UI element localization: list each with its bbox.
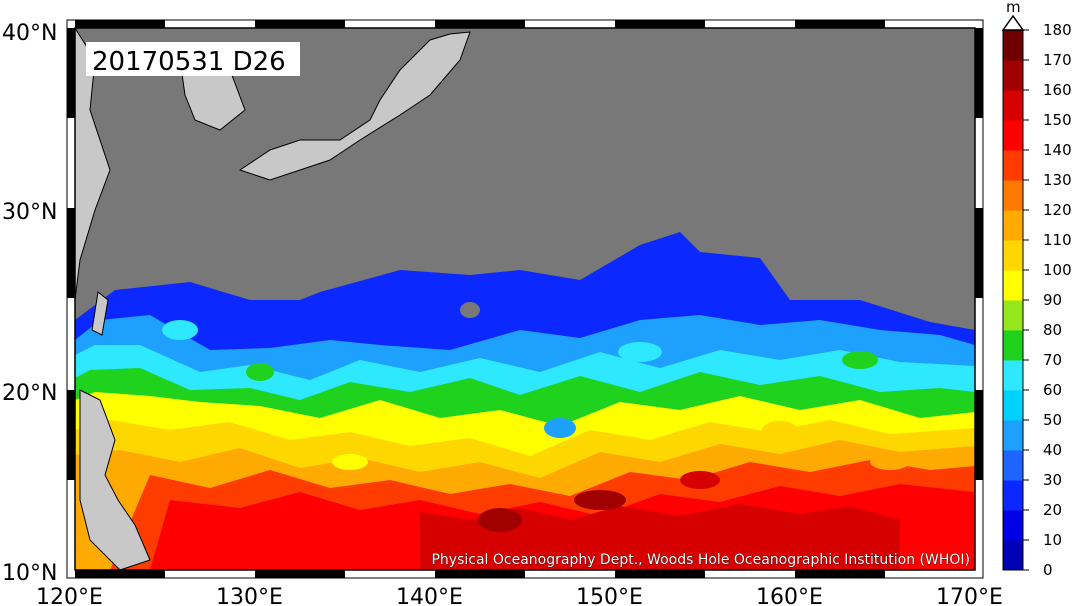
colorbar-cell — [1003, 120, 1023, 151]
colorbar-cell — [1003, 30, 1023, 61]
lat-label-10: 10°N — [2, 561, 57, 586]
colorbar-tick-label: 10 — [1043, 531, 1062, 549]
blob — [842, 351, 878, 369]
colorbar-unit: m — [1006, 0, 1021, 16]
land-taiwan — [91, 291, 109, 336]
land-japan — [238, 31, 471, 181]
colorbar — [1002, 29, 1024, 571]
colorbar-cell — [1003, 540, 1023, 571]
colorbar-tick-label: 60 — [1043, 381, 1062, 399]
colorbar-cell — [1003, 360, 1023, 391]
lon-label-170: 170°E — [936, 585, 1003, 606]
colorbar-cell — [1003, 510, 1023, 541]
outer-frame — [66, 19, 984, 579]
blob — [478, 508, 522, 532]
colorbar-tick-label: 0 — [1043, 561, 1053, 579]
colorbar-tick-label: 100 — [1043, 261, 1072, 279]
colorbar-arrow — [1001, 14, 1025, 31]
colorbar-tick-label: 170 — [1043, 51, 1072, 69]
colorbar-tick-label: 20 — [1043, 501, 1062, 519]
blob — [544, 418, 576, 438]
lon-border-ticks — [75, 20, 885, 578]
blob — [870, 454, 910, 470]
lat-label-30: 30°N — [2, 200, 57, 225]
blob — [762, 421, 798, 439]
land — [75, 28, 471, 570]
colorbar-tick-label: 150 — [1043, 111, 1072, 129]
colorbar-cell — [1003, 270, 1023, 301]
colorbar-cell — [1003, 60, 1023, 91]
colorbar-tick-label: 70 — [1043, 351, 1062, 369]
colorbar-tick-label: 130 — [1043, 171, 1072, 189]
colorbar-cell — [1003, 450, 1023, 481]
blob — [332, 454, 368, 470]
colorbar-tick-label: 180 — [1043, 21, 1072, 39]
lon-label-160: 160°E — [756, 585, 823, 606]
colorbar-cell — [1003, 90, 1023, 121]
colorbar-tick-label: 110 — [1043, 231, 1072, 249]
blob — [246, 363, 274, 381]
colorbar-cell — [1003, 480, 1023, 511]
lon-labels: 120°E 130°E 140°E 150°E 160°E 170°E — [36, 585, 1003, 606]
colorbar-cell — [1003, 180, 1023, 211]
colorbar-tick-label: 30 — [1043, 471, 1062, 489]
colorbar-cell — [1003, 330, 1023, 361]
colorbar-cell — [1003, 300, 1023, 331]
colorbar-tick-label: 90 — [1043, 291, 1062, 309]
date-stamp-box — [86, 42, 300, 76]
land-philippines — [79, 389, 151, 570]
colorbar-tick-label: 120 — [1043, 201, 1072, 219]
blob — [680, 471, 720, 489]
lat-labels: 40°N 30°N 20°N 10°N — [2, 21, 57, 586]
colorbar-cell — [1003, 210, 1023, 241]
lon-label-120: 120°E — [36, 585, 103, 606]
lon-label-140: 140°E — [396, 585, 463, 606]
colorbar-cell — [1003, 150, 1023, 181]
date-stamp: 20170531 D26 — [86, 42, 300, 77]
blob — [460, 302, 480, 318]
lon-label-130: 130°E — [216, 585, 283, 606]
band-dark-red-160 — [420, 504, 900, 570]
colorbar-tick-label: 140 — [1043, 141, 1072, 159]
blob — [574, 490, 626, 510]
lat-border-ticks — [67, 28, 983, 480]
credit-text: Physical Oceanography Dept., Woods Hole … — [431, 552, 970, 568]
colorbar-tick-label: 160 — [1043, 81, 1072, 99]
colorbar-tick-label: 40 — [1043, 441, 1062, 459]
blob — [162, 320, 198, 340]
d26-field — [75, 232, 975, 570]
colorbar-cell — [1003, 420, 1023, 451]
colorbar-tick-label: 50 — [1043, 411, 1062, 429]
blob — [618, 342, 662, 362]
colorbar-cell — [1003, 240, 1023, 271]
date-stamp-text: 20170531 D26 — [92, 47, 286, 77]
map-panel — [75, 28, 975, 570]
colorbar-ticks: 0 10 20 30 40 50 60 70 80 90 100 110 120 130 140 150 160… — [1023, 21, 1072, 579]
colorbar-cell — [1003, 390, 1023, 421]
colorbar-tick-label: 80 — [1043, 321, 1062, 339]
lon-label-150: 150°E — [576, 585, 643, 606]
lat-label-20: 20°N — [2, 381, 57, 406]
lat-label-40: 40°N — [2, 21, 57, 46]
